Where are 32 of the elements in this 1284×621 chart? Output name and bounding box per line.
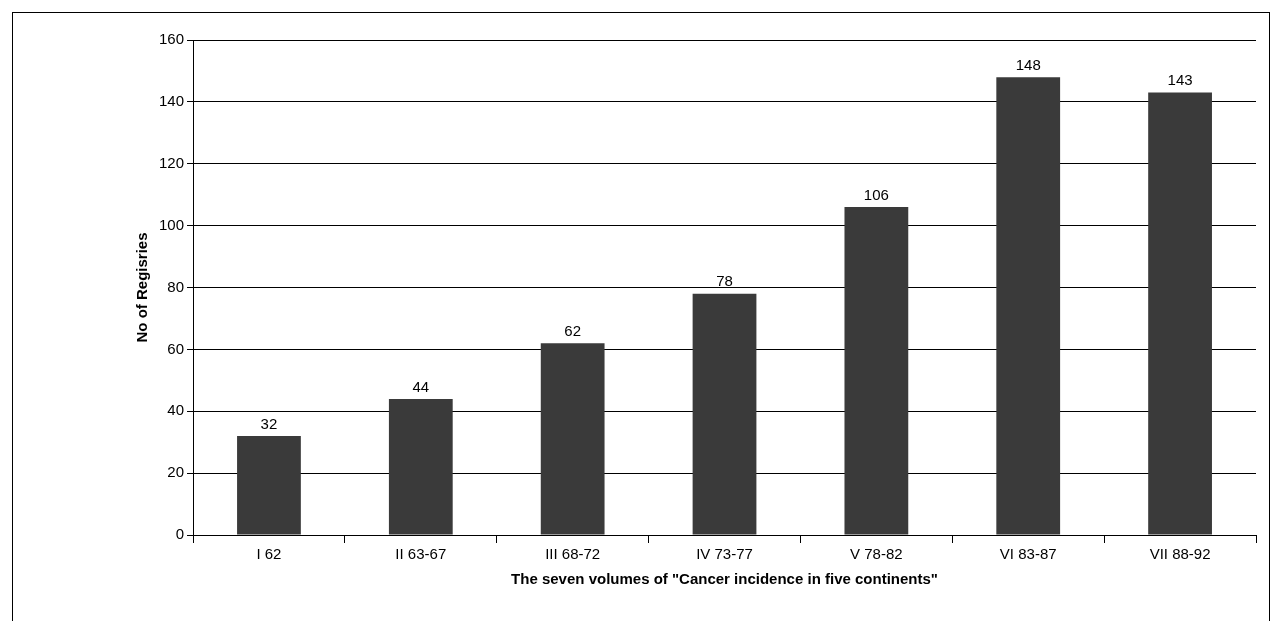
- data-label: 44: [412, 377, 430, 395]
- y-tick-label: 20: [167, 463, 185, 481]
- x-tick-label: VII 88-92: [1149, 545, 1211, 563]
- y-axis-title: No of Regisries: [133, 232, 151, 343]
- x-tick-label: VI 83-87: [999, 545, 1057, 563]
- data-label: 143: [1167, 71, 1193, 89]
- data-label: 106: [863, 185, 889, 203]
- x-tick-label: II 63-67: [395, 545, 447, 563]
- y-tick-label: 140: [159, 92, 185, 110]
- y-tick-label: 120: [159, 153, 185, 171]
- bar: [388, 398, 453, 535]
- bar: [996, 77, 1061, 535]
- bar: [844, 207, 909, 535]
- bar: [237, 436, 301, 535]
- x-axis-title: The seven volumes of "Cancer incidence in five continents": [511, 570, 938, 588]
- x-tick-label: I 62: [256, 545, 282, 563]
- data-label: 148: [1015, 55, 1041, 73]
- y-tick-label: 160: [159, 30, 185, 48]
- bar: [1148, 92, 1212, 535]
- y-tick-label: 100: [159, 215, 185, 233]
- bar: [692, 293, 757, 535]
- data-label: 32: [260, 414, 278, 432]
- y-tick-label: 0: [175, 525, 185, 543]
- x-tick-label: III 68-72: [545, 545, 601, 563]
- data-label: 78: [716, 272, 733, 290]
- x-tick-label: V 78-82: [850, 545, 903, 563]
- y-tick-label: 40: [167, 401, 185, 419]
- y-tick-label: 60: [167, 339, 185, 357]
- y-tick-label: 80: [167, 277, 185, 295]
- data-label: 62: [564, 321, 581, 339]
- x-tick-label: IV 73-77: [696, 545, 753, 563]
- bar: [540, 343, 605, 535]
